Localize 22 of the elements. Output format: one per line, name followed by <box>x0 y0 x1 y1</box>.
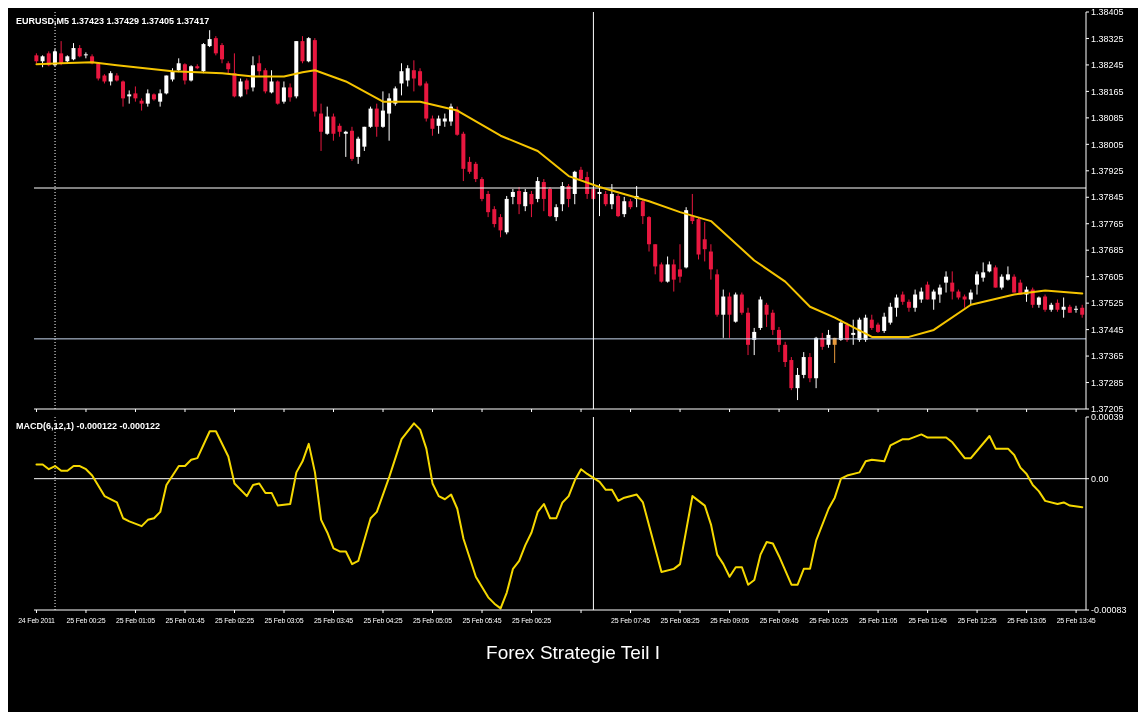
y-tick-label: 1.37765 <box>1091 218 1124 229</box>
y-tick-label: 0.00039 <box>1091 412 1124 423</box>
chart-title: EURUSD,M5 1.37423 1.37429 1.37405 1.37417 <box>16 16 210 26</box>
y-tick-label: 1.37525 <box>1091 298 1124 309</box>
chart-title: MACD(6,12,1) -0.000122 -0.000122 <box>16 421 161 431</box>
y-tick-label: 1.38005 <box>1091 139 1124 150</box>
y-tick-label: 1.37605 <box>1091 271 1124 282</box>
y-tick-label: 1.38325 <box>1091 33 1124 44</box>
text: Forex Strategie Teil I <box>485 642 661 664</box>
y-tick-label: -0.00083 <box>1091 605 1127 616</box>
y-tick-label: 1.37205 <box>1091 404 1124 415</box>
y-tick-label: 1.37285 <box>1091 377 1124 388</box>
y-tick-label: 1.37925 <box>1091 166 1124 176</box>
y-tick-label: 1.38245 <box>1091 60 1124 71</box>
y-tick-label: 1.38405 <box>1091 7 1124 18</box>
y-tick-label: 0.00 <box>1091 473 1109 484</box>
y-tick-label: 1.38165 <box>1091 86 1124 97</box>
y-tick-label: 1.37365 <box>1091 351 1124 362</box>
y-tick-label: 1.37685 <box>1091 245 1124 256</box>
y-tick-label: 1.38085 <box>1091 113 1124 124</box>
y-tick-label: 1.37445 <box>1091 324 1124 335</box>
y-tick-label: 1.37845 <box>1091 192 1124 203</box>
